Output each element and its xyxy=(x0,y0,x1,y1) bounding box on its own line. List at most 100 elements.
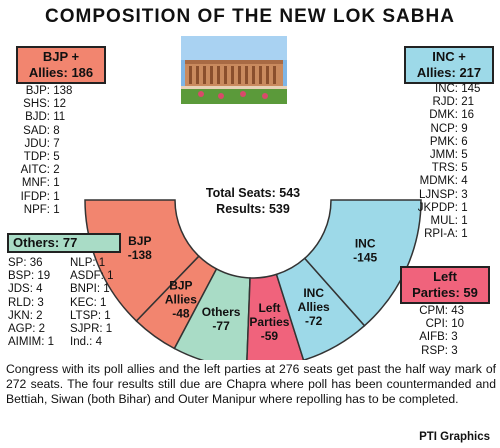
others-party-row: SJPR: 1 xyxy=(70,323,113,336)
party-name: BSP: xyxy=(8,270,35,283)
party-seats: 1 xyxy=(101,309,111,322)
center-total-label: Total Seats: 543 xyxy=(205,186,301,200)
party-name: LTSP: xyxy=(70,309,102,322)
party-seats: 8 xyxy=(50,124,60,137)
others-party-row: LTSP: 1 xyxy=(70,310,113,323)
party-seats: 138 xyxy=(50,85,73,97)
party-seats: 4 xyxy=(92,336,102,349)
party-seats: 3 xyxy=(458,188,468,201)
party-name: RJD: xyxy=(432,96,458,109)
party-seats: 1 xyxy=(50,177,60,190)
party-name: JKPDP: xyxy=(417,201,458,214)
party-seats: 43 xyxy=(448,305,464,317)
party-seats: 1 xyxy=(50,190,60,203)
inc-allies-badge: INC + Allies: 217 xyxy=(404,46,494,84)
party-name: SHS: xyxy=(23,98,50,111)
others-party-row: JKN: 2 xyxy=(8,310,54,323)
slice-label-inc: INC -145 xyxy=(353,236,377,264)
party-name: PMK: xyxy=(429,135,458,148)
party-name: KEC: xyxy=(70,296,97,309)
bjp-party-row: IFDP: 1 xyxy=(4,191,72,204)
party-name: JDU: xyxy=(24,137,50,150)
party-name: DMK: xyxy=(429,109,458,122)
party-seats: 7 xyxy=(50,137,60,150)
party-name: BJP: xyxy=(25,85,50,97)
party-seats: 5 xyxy=(458,149,468,162)
bjp-party-row: NPF: 1 xyxy=(4,204,72,217)
left-party-row: CPM: 43 xyxy=(400,305,464,318)
party-name: AIMIM: xyxy=(8,336,45,349)
left-parties-badge: Left Parties: 59 xyxy=(400,266,490,304)
others-party-row: KEC: 1 xyxy=(70,297,113,310)
inc-badge-line2: Allies: 217 xyxy=(416,65,482,80)
party-name: MUL: xyxy=(430,215,458,228)
party-name: ASDF: xyxy=(70,270,104,283)
party-seats: 21 xyxy=(458,96,474,109)
center-results-label: Results: 539 xyxy=(216,202,290,216)
slice-label-inc-allies: INC Allies -72 xyxy=(298,286,330,328)
party-seats: 1 xyxy=(44,336,55,349)
left-party-row: CPI: 10 xyxy=(400,318,464,331)
party-name: Ind.: xyxy=(70,336,93,349)
party-name: NCP: xyxy=(430,122,458,135)
party-seats: 10 xyxy=(448,318,464,331)
party-name: BNPI: xyxy=(70,283,101,296)
party-name: MNF: xyxy=(21,177,50,190)
party-seats: 12 xyxy=(50,98,66,111)
party-seats: 1 xyxy=(50,203,60,216)
bjp-party-row: SHS: 12 xyxy=(4,98,72,111)
inc-party-row: RPI-A: 1 xyxy=(404,228,480,241)
seat-donut-chart: BJP -138 BJP Allies -48 Others -77 Left Parties -… xyxy=(84,199,422,360)
inc-badge-line1: INC + xyxy=(432,49,466,64)
party-name: LJNSP: xyxy=(419,188,458,201)
party-seats: 3 xyxy=(448,331,458,344)
inc-party-row: MUL: 1 xyxy=(404,215,480,228)
others-party-list-b: NLP: 1 ASDF: 1 BNPI: 1 KEC: 1 LTSP: 1 SJPR: 1… xyxy=(70,257,113,349)
slice-label-others: Others -77 xyxy=(202,305,241,333)
inc-party-row: INC: 145 xyxy=(404,83,480,96)
party-name: SJPR: xyxy=(70,323,103,336)
party-seats: 3 xyxy=(34,296,44,309)
others-party-row: NLP: 1 xyxy=(70,257,113,270)
bjp-badge-line1: BJP + xyxy=(42,49,80,64)
bjp-allies-badge: BJP + Allies: 186 xyxy=(16,46,106,84)
party-seats: 4 xyxy=(458,175,468,188)
inc-party-row: JMM: 5 xyxy=(404,149,480,162)
party-seats: 3 xyxy=(448,344,458,357)
party-seats: 4 xyxy=(32,283,43,296)
party-name: RSP: xyxy=(421,344,448,357)
party-seats: 1 xyxy=(100,283,110,296)
party-seats: 1 xyxy=(458,228,468,241)
party-name: JKN: xyxy=(8,309,33,322)
bjp-badge-line2: Allies: 186 xyxy=(28,65,94,80)
slice-label-left-parties: Left Parties -59 xyxy=(249,301,289,343)
party-seats: 16 xyxy=(458,109,474,122)
bjp-party-row: TDP: 5 xyxy=(4,151,72,164)
party-name: AITC: xyxy=(20,164,50,177)
others-party-row: SP: 36 xyxy=(8,257,54,270)
party-seats: 5 xyxy=(50,151,60,164)
slice-inc xyxy=(303,199,422,327)
others-party-row: ASDF: 1 xyxy=(70,270,113,283)
party-seats: 2 xyxy=(32,309,43,322)
party-name: AIFB: xyxy=(419,331,448,344)
party-seats: 1 xyxy=(96,296,107,309)
party-seats: 1 xyxy=(458,215,468,228)
page-title: COMPOSITION OF THE NEW LOK SABHA xyxy=(45,6,455,27)
party-name: TRS: xyxy=(431,162,458,175)
party-name: CPI: xyxy=(425,318,448,331)
party-name: SP: xyxy=(8,257,27,269)
others-party-row: Ind.: 4 xyxy=(70,336,113,349)
others-party-row: BNPI: 1 xyxy=(70,283,113,296)
bjp-party-list: BJP: 138 SHS: 12 BJD: 11 SAD: 8 JDU: 7 TDP: 5… xyxy=(4,85,73,217)
party-name: MDMK: xyxy=(419,175,458,188)
parliament-building-image xyxy=(181,36,287,104)
slice-label-bjp: BJP -138 xyxy=(128,234,152,262)
inc-party-list: INC: 145 RJD: 21 DMK: 16 NCP: 9 PMK: 6 JMM: 5… xyxy=(404,83,481,241)
party-name: RLD: xyxy=(8,296,35,309)
left-party-row: AIFB: 3 xyxy=(400,331,464,344)
party-name: IFDP: xyxy=(20,190,50,203)
party-seats: 19 xyxy=(34,270,51,283)
party-name: BJD: xyxy=(25,111,50,124)
